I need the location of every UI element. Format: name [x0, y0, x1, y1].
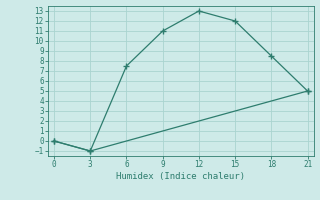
X-axis label: Humidex (Indice chaleur): Humidex (Indice chaleur) [116, 172, 245, 181]
